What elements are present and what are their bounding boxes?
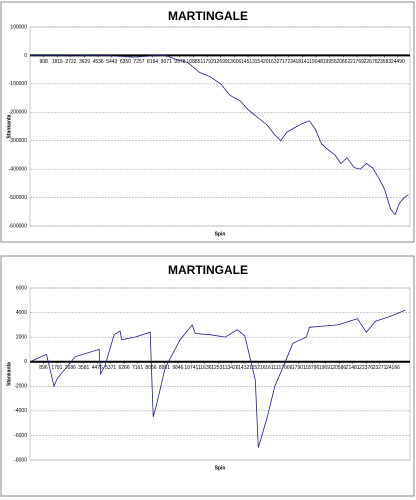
x-tick-label: 22676 (364, 59, 378, 65)
x-tick-label: 18796 (305, 365, 319, 371)
data-line (29, 309, 406, 448)
chart-title: MARTINGALE (168, 9, 248, 23)
x-axis-label: Spin (215, 465, 226, 471)
y-tick-label: -4000 (14, 408, 27, 414)
y-tick-label: -6000 (14, 433, 27, 439)
y-tick-label: -8000 (14, 457, 27, 463)
x-tick-label: 4536 (93, 59, 104, 65)
x-tick-label: 896 (39, 365, 48, 371)
x-tick-label: 23271 (373, 365, 387, 371)
x-tick-label: 9071 (161, 59, 172, 65)
x-tick-label: 19691 (319, 365, 333, 371)
y-axis-label: Stankanta (6, 114, 12, 138)
x-tick-label: 23583 (377, 59, 391, 65)
x-tick-label: 1791 (51, 365, 62, 371)
x-tick-label: 6266 (119, 365, 130, 371)
y-tick-label: -500000 (9, 195, 28, 201)
data-line (30, 54, 409, 216)
y-tick-label: -2000 (14, 384, 27, 390)
x-tick-label: 10885 (187, 59, 201, 65)
x-tick-label: 16111 (265, 365, 278, 371)
x-axis-label: Spin (215, 231, 226, 237)
y-tick-label: -100000 (9, 81, 28, 87)
x-tick-label: 24490 (391, 59, 405, 65)
x-tick-label: 11636 (198, 365, 212, 371)
chart-title: MARTINGALE (168, 263, 248, 277)
x-tick-label: 13606 (227, 59, 241, 65)
y-axis-label: Stankanta (6, 362, 12, 386)
x-tick-label: 5443 (106, 59, 117, 65)
x-tick-label: 12699 (214, 59, 228, 65)
x-tick-label: 7257 (133, 59, 144, 65)
x-tick-label: 908 (39, 59, 48, 65)
x-tick-label: 9978 (174, 59, 185, 65)
y-tick-label: 4000 (16, 310, 27, 316)
y-tick-label: -300000 (9, 138, 28, 144)
y-tick-label: -600000 (9, 223, 28, 229)
y-tick-label: -400000 (9, 166, 28, 172)
x-tick-label: 11792 (200, 59, 214, 65)
x-tick-label: 14513 (241, 59, 255, 65)
x-tick-label: 24166 (386, 365, 400, 371)
y-tick-label: 6000 (16, 285, 27, 291)
x-tick-label: 12531 (211, 365, 225, 371)
x-tick-label: 17006 (278, 365, 292, 371)
x-tick-label: 21769 (350, 59, 364, 65)
x-tick-label: 14321 (238, 365, 252, 371)
x-tick-label: 19048 (309, 59, 323, 65)
y-tick-label: 2000 (16, 334, 27, 340)
x-tick-label: 5371 (105, 365, 116, 371)
x-tick-label: 17234 (282, 59, 296, 65)
x-tick-label: 4476 (92, 365, 103, 371)
x-tick-label: 2722 (65, 59, 76, 65)
x-tick-label: 1815 (52, 59, 63, 65)
y-tick-label: 0 (24, 53, 27, 59)
plot-area (29, 26, 411, 227)
x-tick-label: 3629 (79, 59, 90, 65)
x-tick-label: 19955 (323, 59, 337, 65)
x-tick-label: 3581 (78, 365, 89, 371)
x-tick-label: 8951 (159, 365, 170, 371)
x-tick-label: 9846 (172, 365, 183, 371)
x-tick-label: 7161 (132, 365, 143, 371)
x-tick-label: 20586 (332, 365, 346, 371)
x-tick-label: 17901 (292, 365, 306, 371)
x-tick-label: 13426 (225, 365, 239, 371)
y-tick-label: 0 (24, 359, 27, 365)
x-tick-label: 22376 (359, 365, 373, 371)
x-tick-label: 20862 (336, 59, 350, 65)
plot-area (29, 287, 411, 461)
x-tick-label: 21481 (346, 365, 360, 371)
y-tick-label: -200000 (9, 110, 28, 116)
x-tick-label: 10741 (184, 365, 198, 371)
x-tick-label: 16327 (268, 59, 282, 65)
x-tick-label: 15420 (255, 59, 269, 65)
x-tick-label: 2686 (65, 365, 76, 371)
x-tick-label: 18141 (296, 59, 310, 65)
x-tick-label: 8164 (147, 59, 158, 65)
x-tick-label: 15216 (252, 365, 266, 371)
x-tick-label: 6350 (120, 59, 131, 65)
y-tick-label: 100000 (10, 24, 27, 30)
